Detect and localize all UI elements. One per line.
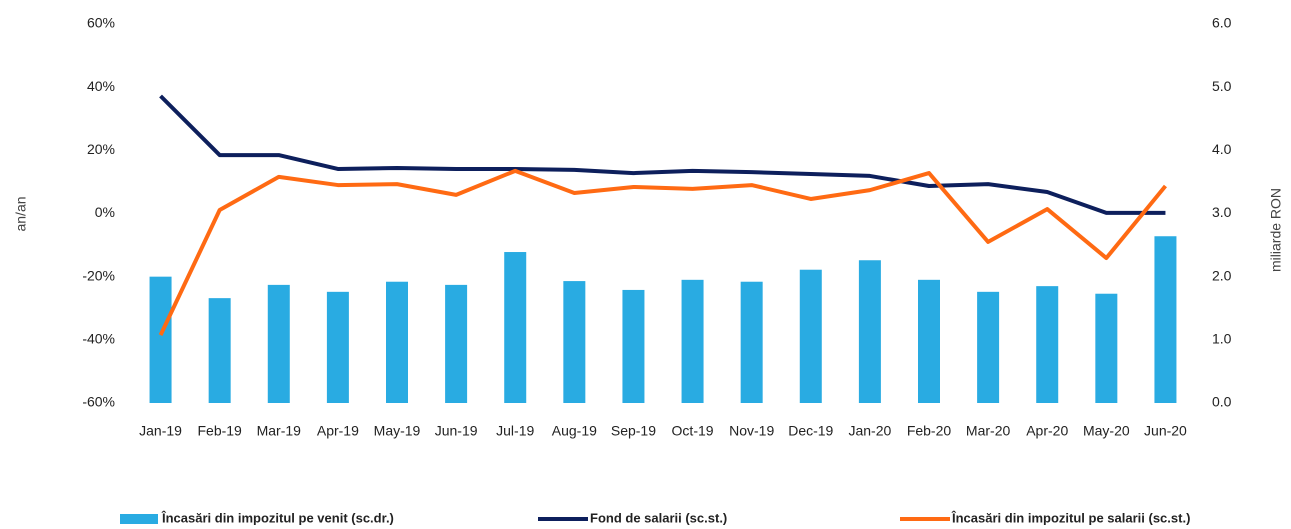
x-tick-label: Sep-19 xyxy=(611,423,656,439)
y2-tick-label: 0.0 xyxy=(1212,394,1232,410)
bar xyxy=(622,289,645,403)
bar xyxy=(1095,293,1118,403)
y2-tick-label: 3.0 xyxy=(1212,204,1232,220)
x-tick-label: Mar-20 xyxy=(966,423,1011,439)
bar xyxy=(504,252,527,403)
bar xyxy=(799,269,822,403)
x-tick-label: Jan-19 xyxy=(139,423,182,439)
x-tick-label: Apr-19 xyxy=(317,423,359,439)
x-tick-label: Nov-19 xyxy=(729,423,774,439)
bar xyxy=(740,281,763,403)
y2-tick-label: 1.0 xyxy=(1212,331,1232,347)
x-tick-label: May-19 xyxy=(374,423,421,439)
y-tick-label: -40% xyxy=(82,331,115,347)
y-tick-label: -20% xyxy=(82,267,115,283)
bar xyxy=(386,281,408,403)
bar xyxy=(149,276,172,403)
y-tick-label: -60% xyxy=(82,394,115,410)
y2-tick-label: 6.0 xyxy=(1212,15,1232,31)
legend-label: Fond de salarii (sc.st.) xyxy=(590,510,727,525)
x-tick-label: Dec-19 xyxy=(788,423,833,439)
x-tick-label: Jun-19 xyxy=(435,423,478,439)
y-tick-label: 60% xyxy=(87,15,115,31)
x-tick-label: Jun-20 xyxy=(1144,423,1187,439)
x-tick-label: Feb-19 xyxy=(197,423,242,439)
line xyxy=(158,168,1167,336)
bar xyxy=(208,298,231,403)
x-tick-label: Oct-19 xyxy=(672,423,714,439)
bar xyxy=(1154,236,1177,403)
bar xyxy=(858,260,881,403)
line xyxy=(159,94,1166,215)
x-tick-label: Feb-20 xyxy=(907,423,952,439)
bar xyxy=(681,279,704,403)
legend-label: Încasări din impozitul pe venit (sc.dr.) xyxy=(161,510,394,525)
bar xyxy=(918,279,940,403)
y-tick-label: 20% xyxy=(87,141,115,157)
bar xyxy=(563,281,586,403)
bar xyxy=(1036,286,1059,403)
x-tick-label: Aug-19 xyxy=(552,423,597,439)
y2-tick-label: 4.0 xyxy=(1212,141,1232,157)
y-axis-label: an/an xyxy=(13,196,29,231)
y2-axis-label: miliarde RON xyxy=(1268,188,1284,272)
bar xyxy=(977,291,1000,403)
y2-tick-label: 2.0 xyxy=(1212,267,1232,283)
bar xyxy=(445,284,468,403)
bar xyxy=(326,291,349,403)
y-tick-label: 40% xyxy=(87,78,115,94)
x-tick-label: Apr-20 xyxy=(1026,423,1068,439)
legend-label: Încasări din impozitul pe salarii (sc.st… xyxy=(951,510,1190,525)
x-tick-label: Jan-20 xyxy=(848,423,891,439)
x-tick-label: Jul-19 xyxy=(496,423,534,439)
y-tick-label: 0% xyxy=(95,204,115,220)
x-tick-label: May-20 xyxy=(1083,423,1130,439)
x-tick-label: Mar-19 xyxy=(257,423,302,439)
bar xyxy=(267,284,290,403)
legend-swatch xyxy=(120,514,158,524)
y2-tick-label: 5.0 xyxy=(1212,78,1232,94)
